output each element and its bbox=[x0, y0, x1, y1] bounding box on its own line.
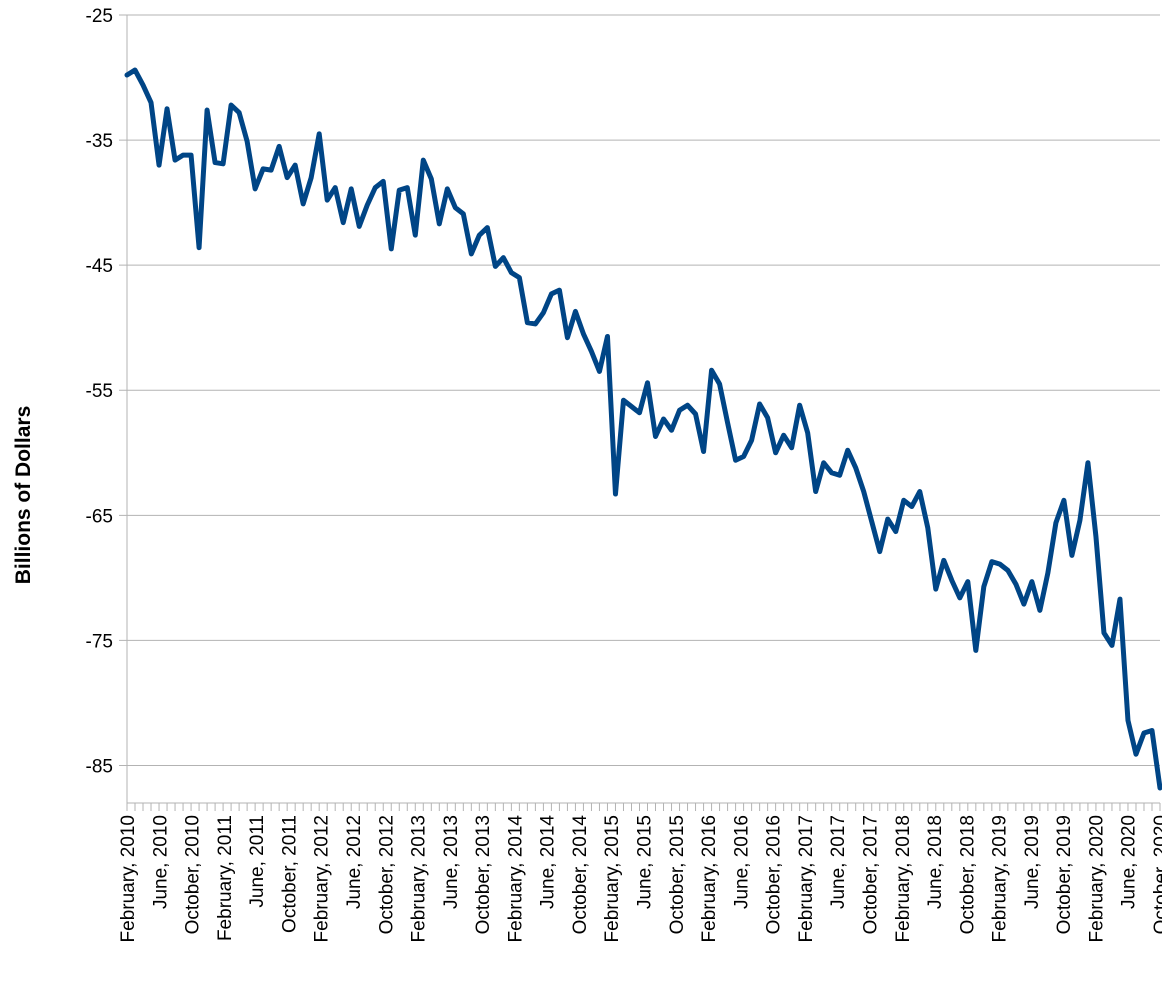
series-layer bbox=[124, 67, 1162, 791]
x-tick-label: June, 2019 bbox=[1022, 815, 1043, 909]
x-tick-label: June, 2015 bbox=[635, 815, 656, 909]
x-tick-label: October, 2018 bbox=[957, 815, 978, 934]
y-tick-label: -35 bbox=[86, 131, 113, 152]
x-tick-label: February, 2014 bbox=[505, 815, 526, 943]
x-tick-label: October, 2016 bbox=[764, 815, 785, 934]
x-tick-label: June, 2016 bbox=[731, 815, 752, 909]
x-tick-label: February, 2015 bbox=[602, 815, 623, 942]
y-gridlines bbox=[119, 14, 1160, 766]
x-tick-label: October, 2011 bbox=[279, 815, 300, 933]
x-tick-label: February, 2013 bbox=[409, 815, 430, 942]
series-line bbox=[124, 67, 1162, 791]
x-tick-label: October, 2013 bbox=[473, 815, 494, 934]
x-tick-label: February, 2020 bbox=[1086, 815, 1107, 942]
x-tick-label: October, 2012 bbox=[376, 815, 397, 934]
x-tick-label: June, 2017 bbox=[828, 815, 849, 909]
chart-axes bbox=[126, 15, 1161, 811]
x-tick-label: June, 2013 bbox=[441, 815, 462, 909]
x-tick-label: June, 2010 bbox=[150, 815, 171, 909]
x-tick-label: October. 2020 bbox=[1151, 815, 1162, 934]
x-tick-label: October, 2010 bbox=[183, 815, 204, 934]
x-tick-label: October, 2017 bbox=[860, 815, 881, 934]
y-tick-label: -25 bbox=[86, 6, 113, 27]
x-tick-label: October, 2014 bbox=[570, 815, 591, 935]
y-tick-labels: -25 -35 -45 -55 -65 -75 -85 bbox=[86, 6, 113, 777]
y-tick-label: -55 bbox=[86, 381, 113, 402]
y-axis-title: Billions of Dollars bbox=[12, 406, 35, 585]
x-tick-label: February, 2012 bbox=[312, 815, 333, 942]
x-tick-label: June, 2012 bbox=[344, 815, 365, 909]
x-tick-label: February, 2019 bbox=[990, 815, 1011, 942]
y-tick-label: -45 bbox=[86, 256, 113, 277]
x-tick-label: February, 2011 bbox=[215, 815, 236, 941]
x-tick-labels: February, 2010 June, 2010 October, 2010 Feb… bbox=[118, 815, 1162, 943]
x-tick-label: February, 2016 bbox=[699, 815, 720, 942]
x-tick-label: October, 2019 bbox=[1054, 815, 1075, 934]
x-tick-label: June, 2018 bbox=[925, 815, 946, 909]
x-tick-label: February, 2017 bbox=[796, 815, 817, 942]
y-tick-label: -85 bbox=[86, 756, 113, 777]
y-tick-label: -65 bbox=[86, 506, 113, 527]
x-tick-label: June, 2020 bbox=[1119, 815, 1140, 909]
x-tick-label: February, 2010 bbox=[118, 815, 139, 942]
x-tick-label: June, 2014 bbox=[538, 815, 559, 909]
x-tick-label: February, 2018 bbox=[893, 815, 914, 942]
x-tick-label: October, 2015 bbox=[667, 815, 688, 934]
y-tick-label: -75 bbox=[86, 631, 113, 652]
x-tick-label: June, 2011 bbox=[247, 815, 268, 908]
